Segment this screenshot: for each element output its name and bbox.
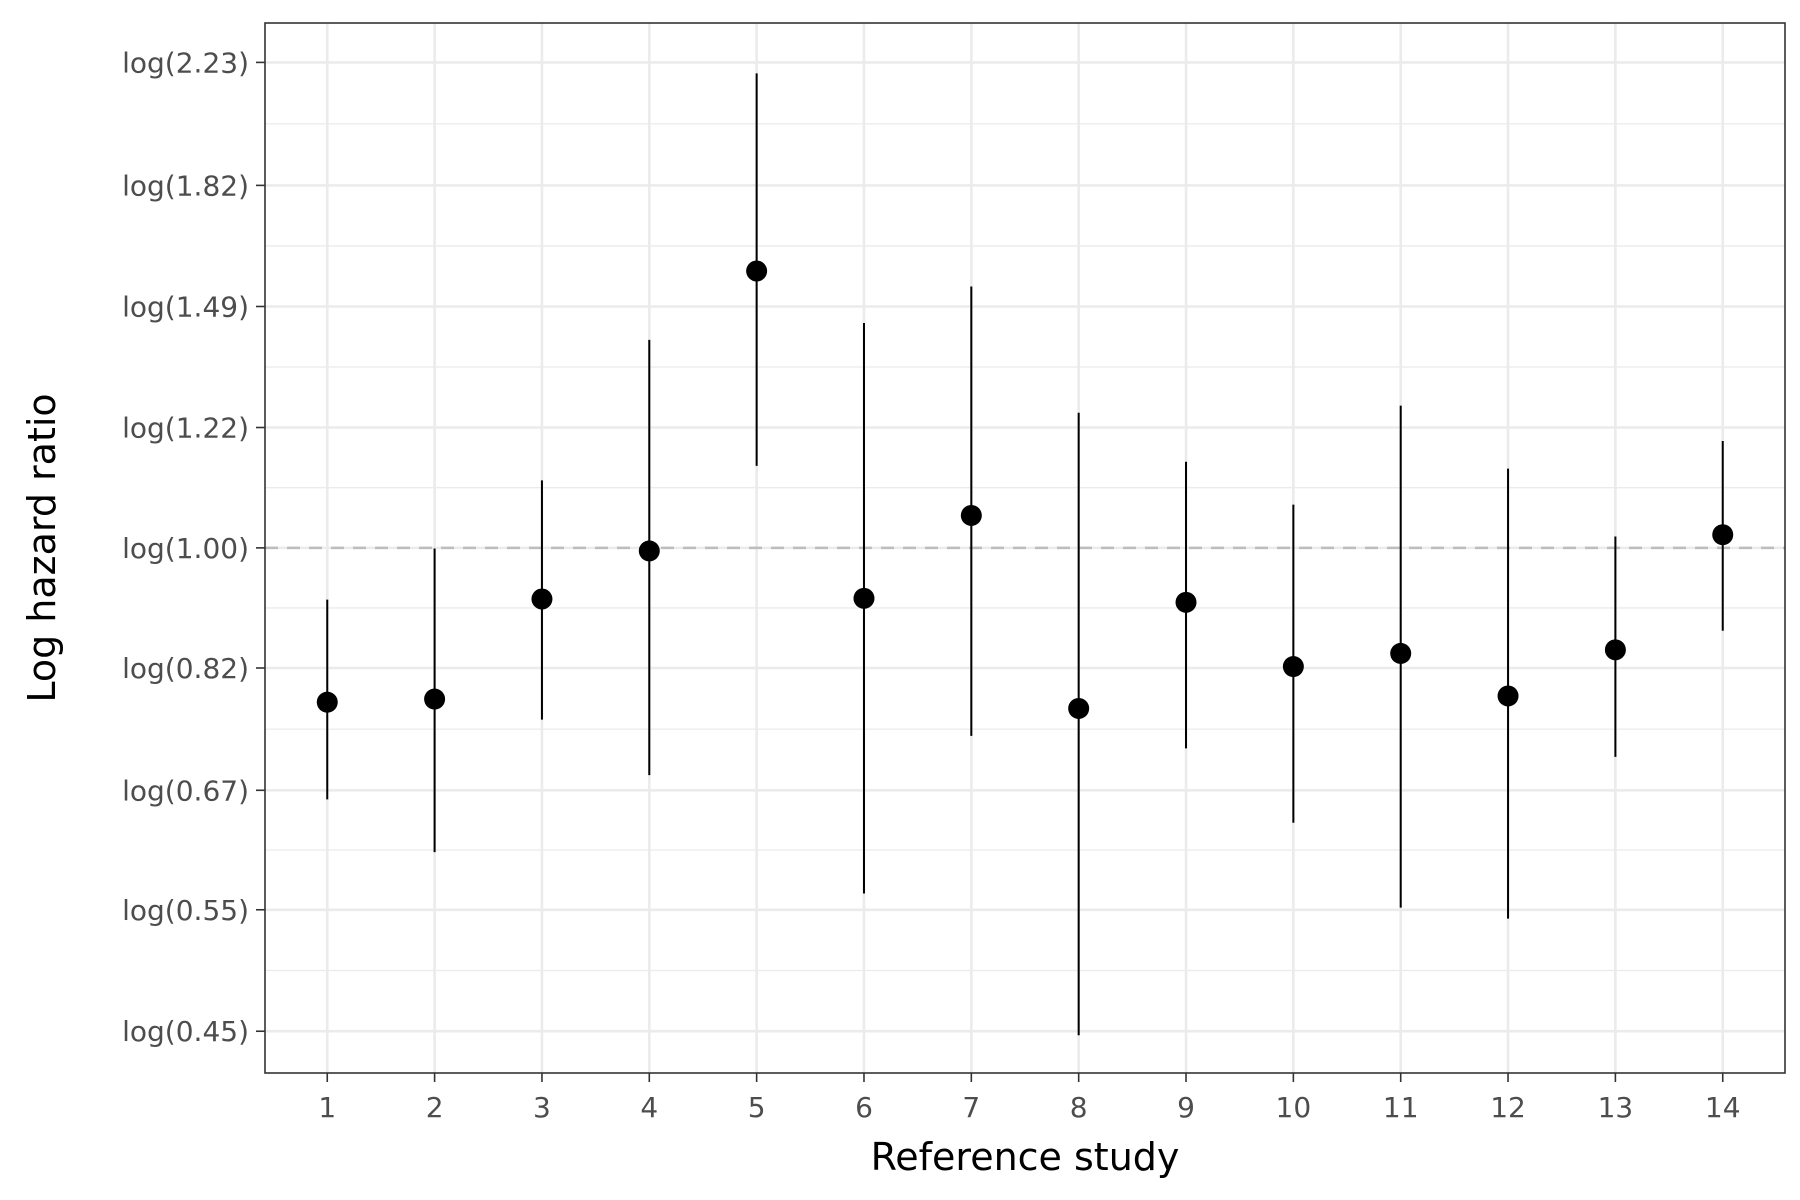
y-axis: log(0.45) log(0.55) log(0.67) log(0.82) log(… — [122, 46, 265, 1048]
x-tick-label: 7 — [962, 1091, 980, 1124]
error-bars — [326, 73, 1724, 1036]
x-tick-label: 12 — [1490, 1091, 1526, 1124]
data-point — [960, 504, 982, 526]
x-tick-label: 1 — [318, 1091, 336, 1124]
x-axis: 1 2 3 4 5 6 7 8 9 10 11 12 13 14 — [318, 1073, 1741, 1124]
data-point — [746, 260, 768, 282]
x-tick-label: 8 — [1070, 1091, 1088, 1124]
y-axis-title: Log hazard ratio — [20, 393, 64, 702]
x-tick-label: 3 — [533, 1091, 551, 1124]
data-point — [1712, 524, 1734, 546]
data-point — [638, 540, 660, 562]
y-tick-label: log(2.23) — [122, 46, 249, 79]
data-point — [424, 688, 446, 710]
y-tick-label: log(0.67) — [122, 774, 249, 807]
x-tick-label: 11 — [1383, 1091, 1419, 1124]
data-point — [1282, 656, 1304, 678]
data-point — [1175, 591, 1197, 613]
data-point — [1497, 685, 1519, 707]
data-point — [316, 691, 338, 713]
data-point — [531, 588, 553, 610]
x-tick-label: 9 — [1177, 1091, 1195, 1124]
data-points — [316, 260, 1734, 719]
y-tick-label: log(0.45) — [122, 1015, 249, 1048]
x-axis-title: Reference study — [871, 1135, 1180, 1179]
data-point — [1390, 642, 1412, 664]
data-point — [1068, 697, 1090, 719]
y-tick-label: log(0.55) — [122, 894, 249, 927]
minor-gridlines — [265, 123, 1785, 972]
x-tick-label: 10 — [1276, 1091, 1312, 1124]
y-tick-label: log(1.00) — [122, 532, 249, 565]
x-tick-label: 13 — [1598, 1091, 1634, 1124]
y-tick-label: log(0.82) — [122, 652, 249, 685]
x-tick-label: 2 — [426, 1091, 444, 1124]
y-tick-label: log(1.82) — [122, 169, 249, 202]
data-point — [1604, 639, 1626, 661]
data-point — [853, 587, 875, 609]
y-tick-label: log(1.49) — [122, 290, 249, 323]
x-tick-label: 5 — [748, 1091, 766, 1124]
x-tick-label: 14 — [1705, 1091, 1741, 1124]
x-tick-label: 4 — [640, 1091, 658, 1124]
y-tick-label: log(1.22) — [122, 412, 249, 445]
x-tick-label: 6 — [855, 1091, 873, 1124]
